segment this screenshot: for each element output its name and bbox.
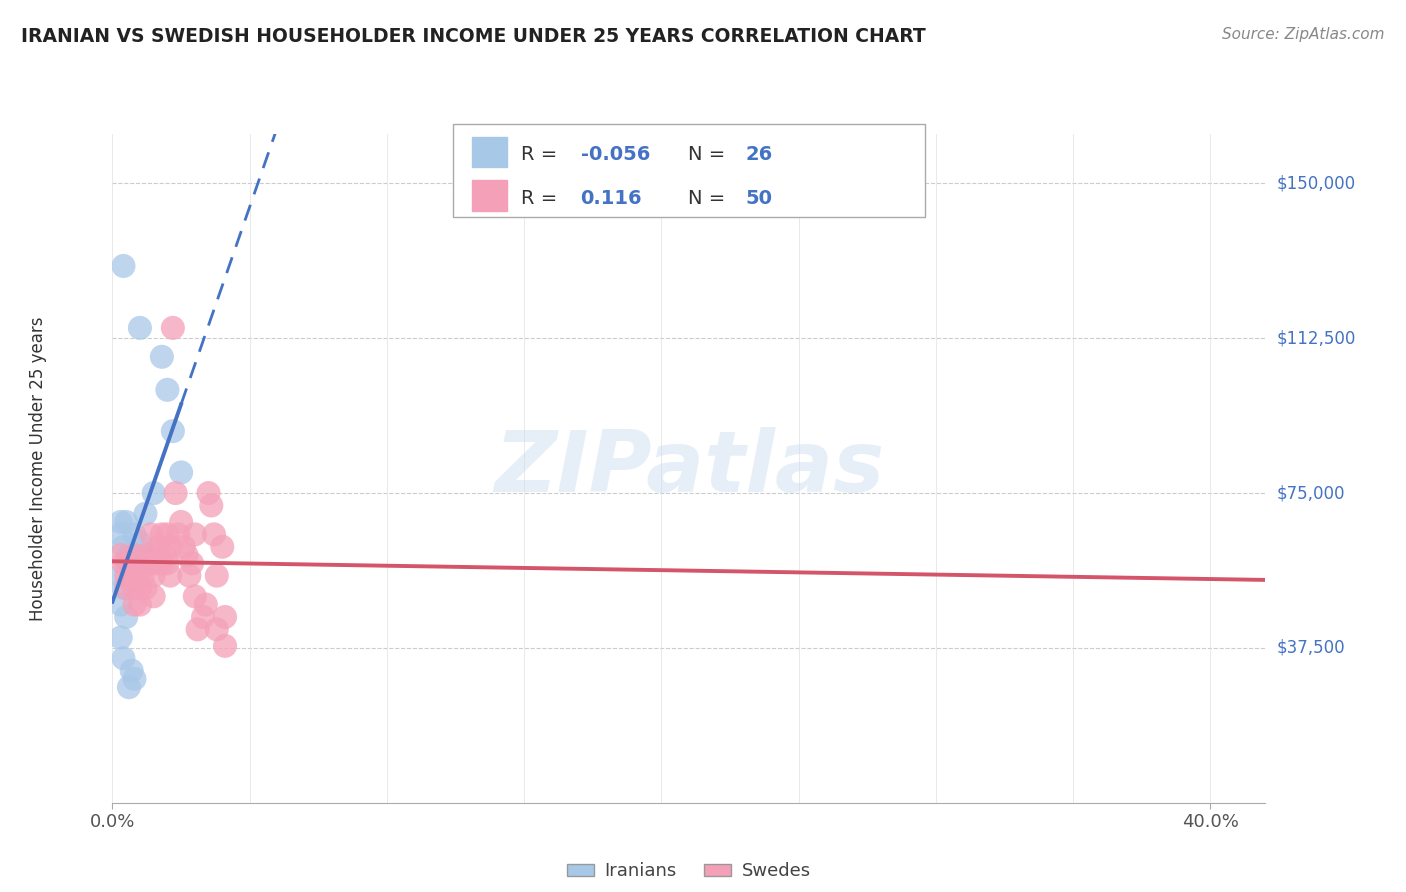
Point: [129, 581, 152, 595]
Text: 50: 50: [745, 189, 772, 208]
Point: [110, 527, 132, 541]
Point: [162, 424, 184, 438]
Text: $37,500: $37,500: [1277, 639, 1346, 657]
Point: [134, 548, 156, 562]
Point: [184, 590, 207, 604]
Point: [131, 568, 153, 582]
Point: [118, 548, 141, 562]
Bar: [472, 136, 506, 167]
FancyBboxPatch shape: [453, 124, 925, 218]
Point: [211, 540, 233, 554]
Text: Source: ZipAtlas.com: Source: ZipAtlas.com: [1222, 27, 1385, 42]
Text: $112,500: $112,500: [1277, 329, 1355, 347]
Point: [124, 556, 146, 570]
Point: [191, 610, 214, 624]
Point: [173, 540, 195, 554]
Point: [165, 486, 187, 500]
Point: [129, 535, 152, 549]
Legend: Iranians, Swedes: Iranians, Swedes: [560, 855, 818, 888]
Point: [112, 651, 135, 665]
Bar: [472, 180, 506, 211]
Text: $150,000: $150,000: [1277, 174, 1355, 193]
Text: Householder Income Under 25 years: Householder Income Under 25 years: [28, 316, 46, 621]
Point: [150, 350, 173, 364]
Point: [205, 623, 228, 637]
Point: [167, 527, 190, 541]
Point: [156, 383, 179, 397]
Point: [115, 568, 138, 582]
Point: [156, 556, 179, 570]
Point: [142, 486, 165, 500]
Point: [184, 527, 207, 541]
Point: [134, 548, 156, 562]
Text: 0.116: 0.116: [581, 189, 643, 208]
Text: ZIPatlas: ZIPatlas: [494, 426, 884, 510]
Point: [110, 568, 132, 582]
Point: [129, 321, 152, 335]
Point: [194, 598, 217, 612]
Text: N =: N =: [688, 145, 731, 164]
Point: [110, 515, 132, 529]
Point: [153, 548, 176, 562]
Point: [197, 486, 219, 500]
Text: R =: R =: [520, 189, 564, 208]
Point: [142, 548, 165, 562]
Point: [124, 527, 146, 541]
Text: N =: N =: [688, 189, 731, 208]
Point: [142, 568, 165, 582]
Point: [214, 639, 236, 653]
Point: [139, 527, 162, 541]
Text: IRANIAN VS SWEDISH HOUSEHOLDER INCOME UNDER 25 YEARS CORRELATION CHART: IRANIAN VS SWEDISH HOUSEHOLDER INCOME UN…: [21, 27, 925, 45]
Point: [112, 581, 135, 595]
Point: [121, 568, 143, 582]
Point: [124, 598, 146, 612]
Point: [136, 556, 159, 570]
Point: [115, 581, 138, 595]
Text: R =: R =: [520, 145, 564, 164]
Point: [110, 548, 132, 562]
Point: [110, 631, 132, 645]
Point: [142, 590, 165, 604]
Point: [112, 540, 135, 554]
Point: [148, 540, 170, 554]
Point: [181, 556, 204, 570]
Text: $75,000: $75,000: [1277, 484, 1346, 502]
Point: [118, 680, 141, 694]
Point: [176, 548, 198, 562]
Point: [170, 466, 193, 480]
Point: [159, 540, 181, 554]
Point: [124, 548, 146, 562]
Point: [170, 515, 193, 529]
Point: [124, 581, 146, 595]
Point: [187, 623, 209, 637]
Point: [129, 598, 152, 612]
Point: [112, 259, 135, 273]
Point: [134, 507, 156, 521]
Point: [150, 556, 173, 570]
Point: [134, 581, 156, 595]
Point: [110, 598, 132, 612]
Point: [127, 568, 149, 582]
Point: [115, 610, 138, 624]
Point: [202, 527, 225, 541]
Point: [156, 527, 179, 541]
Point: [150, 527, 173, 541]
Text: -0.056: -0.056: [581, 145, 650, 164]
Point: [121, 664, 143, 678]
Point: [124, 672, 146, 686]
Point: [205, 568, 228, 582]
Point: [214, 610, 236, 624]
Text: 26: 26: [745, 145, 773, 164]
Point: [200, 499, 222, 513]
Point: [162, 321, 184, 335]
Point: [159, 568, 181, 582]
Point: [145, 556, 167, 570]
Point: [112, 556, 135, 570]
Point: [118, 556, 141, 570]
Point: [179, 568, 201, 582]
Point: [115, 515, 138, 529]
